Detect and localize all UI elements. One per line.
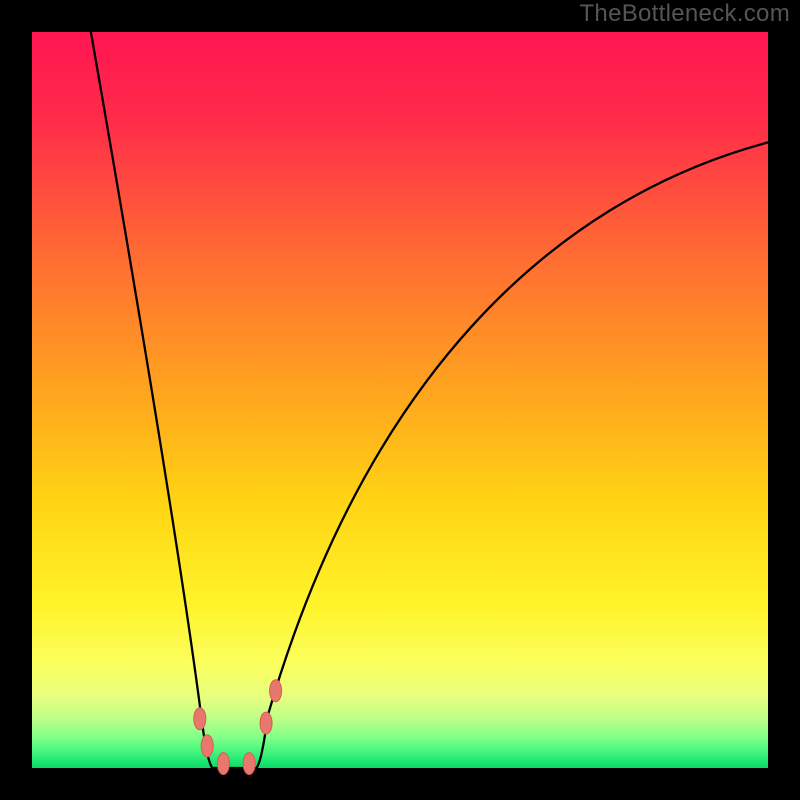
curve-marker bbox=[260, 712, 272, 734]
curve-marker bbox=[270, 680, 282, 702]
curve-marker bbox=[217, 753, 229, 775]
curve-layer bbox=[32, 32, 768, 768]
watermark-text: TheBottleneck.com bbox=[579, 0, 790, 28]
bottleneck-curve bbox=[91, 32, 768, 768]
chart-stage: TheBottleneck.com bbox=[0, 0, 800, 800]
plot-area bbox=[32, 32, 768, 768]
marker-group bbox=[194, 680, 282, 775]
curve-marker bbox=[201, 735, 213, 757]
curve-marker bbox=[194, 708, 206, 730]
curve-marker bbox=[243, 753, 255, 775]
